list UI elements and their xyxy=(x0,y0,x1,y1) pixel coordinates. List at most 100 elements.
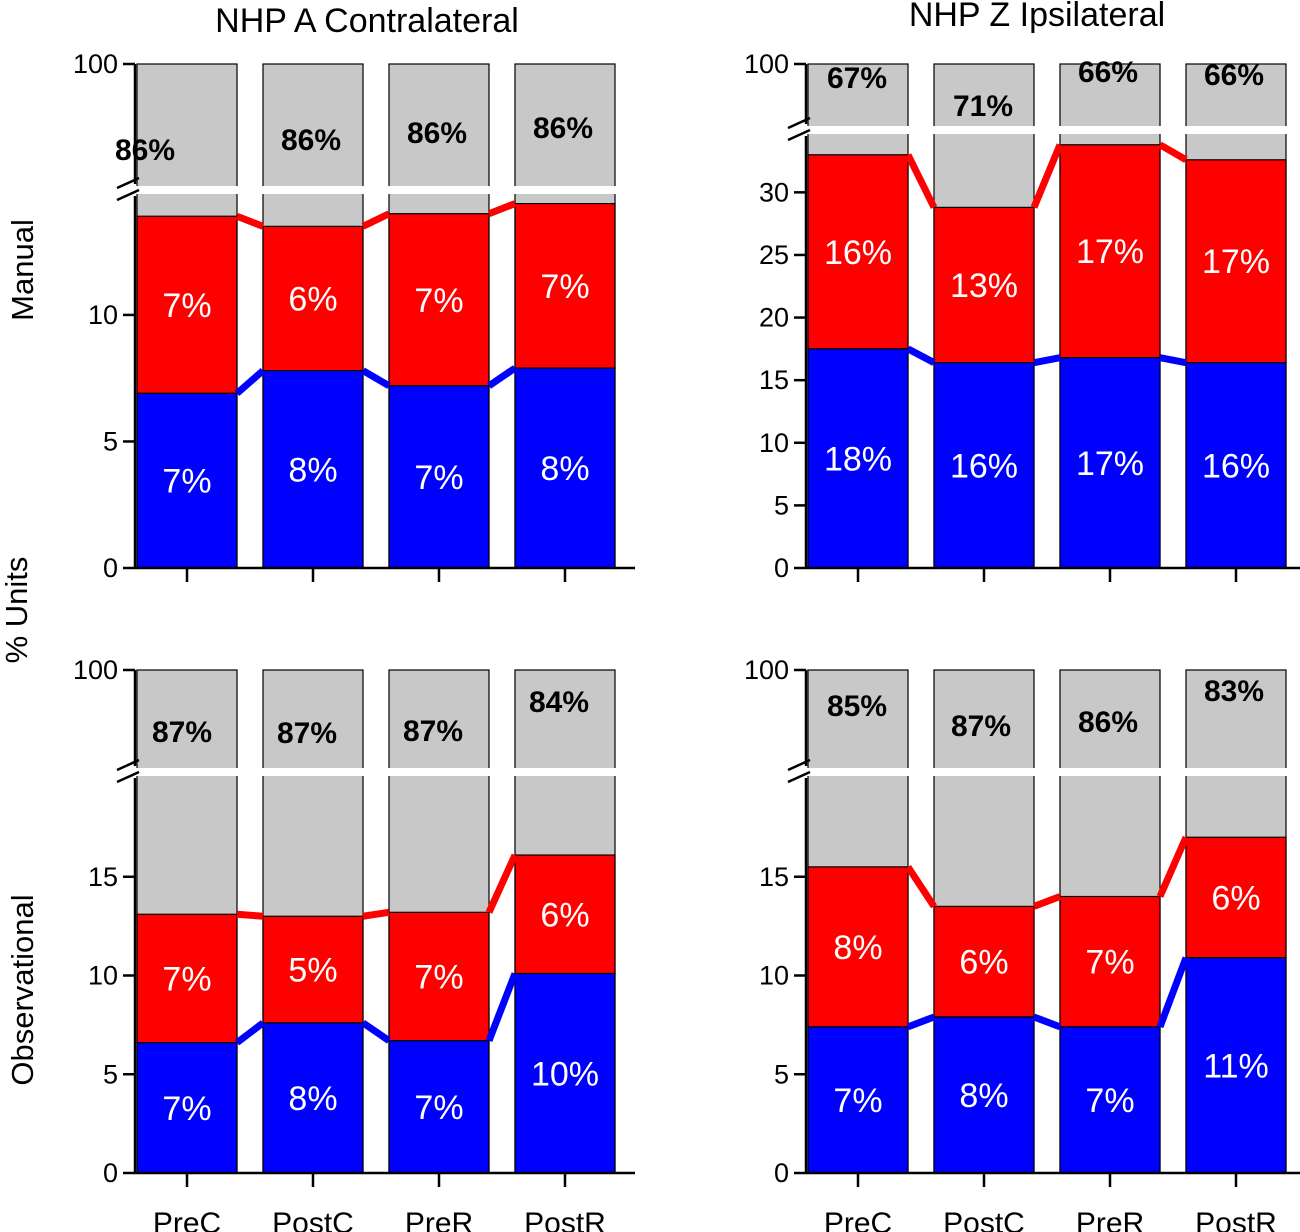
x-tick-label-PreC: PreC xyxy=(824,1207,892,1232)
y-tick-label-10: 10 xyxy=(759,428,789,458)
bar-blue-PreR xyxy=(1059,1026,1161,1174)
label-gray-PreC: 87% xyxy=(152,716,212,749)
x-tick-label-PostR: PostR xyxy=(524,1207,606,1232)
x-tick-label-PreR: PreR xyxy=(405,1207,473,1232)
label-red-PreR: 7% xyxy=(414,282,463,320)
bar-blue-PreC xyxy=(807,348,909,569)
x-tick-label-PostR: PostR xyxy=(1195,1207,1277,1232)
connector-blue-0 xyxy=(234,367,266,397)
connector-red-1 xyxy=(362,908,390,920)
y-tick-label-25: 25 xyxy=(759,240,789,270)
y-tick-label-30: 30 xyxy=(759,177,789,207)
label-blue-PostR: 8% xyxy=(540,450,589,488)
label-blue-PreC: 7% xyxy=(162,1090,211,1128)
panels: 05101007%7%86%8%6%86%7%7%86%8%7%86%05101… xyxy=(73,49,1300,1232)
connector-red-2 xyxy=(485,853,519,914)
shared-y-label: % Units xyxy=(0,557,34,664)
label-blue-PostR: 10% xyxy=(531,1055,599,1093)
label-red-PreR: 7% xyxy=(414,958,463,996)
label-gray-PostR: 83% xyxy=(1204,675,1264,708)
y-tick-label-0: 0 xyxy=(774,553,789,583)
label-gray-PostC: 87% xyxy=(277,717,337,750)
bar-blue-PostC xyxy=(933,362,1035,569)
bar-red-PostC xyxy=(933,905,1035,1018)
connector-blue-1 xyxy=(361,367,391,389)
bar-blue-PostR xyxy=(1185,957,1287,1174)
connector-blue-2 xyxy=(485,972,519,1042)
x-tick-label-PostC: PostC xyxy=(943,1207,1025,1232)
connector-blue-2 xyxy=(487,365,517,389)
label-red-PostR: 6% xyxy=(1211,879,1260,917)
break-mark-1 xyxy=(787,758,811,772)
bar-red-PreC xyxy=(136,913,238,1044)
break-mark-2 xyxy=(116,188,140,202)
y-tick-label-5: 5 xyxy=(103,1059,118,1089)
label-red-PreR: 7% xyxy=(1085,944,1134,982)
row-label-observational: Observational xyxy=(5,894,40,1085)
break-mark-2 xyxy=(787,770,811,784)
label-blue-PostC: 16% xyxy=(950,447,1018,485)
connector-blue-1 xyxy=(1032,1013,1062,1031)
label-gray-PostC: 71% xyxy=(953,90,1013,123)
bar-red-PreC xyxy=(807,154,909,350)
label-blue-PostC: 8% xyxy=(959,1077,1008,1115)
label-red-PostC: 6% xyxy=(959,944,1008,982)
col-title-a: NHP A Contralateral xyxy=(215,2,519,40)
label-blue-PostR: 11% xyxy=(1203,1047,1269,1085)
y-tick-label-5: 5 xyxy=(774,1059,789,1089)
bar-red-PostR xyxy=(514,202,616,369)
connector-blue-2 xyxy=(1159,354,1187,367)
bar-red-PostR xyxy=(514,854,616,975)
label-red-PostC: 5% xyxy=(288,952,337,990)
y-tick-label-20: 20 xyxy=(759,303,789,333)
bar-blue-PreC xyxy=(136,1042,238,1174)
label-red-PreC: 16% xyxy=(824,234,892,272)
panel-A-manual: 0 5 10 100 7% 7% 86% 8% 6% 86% 7% 7% 86% 8% 7% 86% xyxy=(73,49,643,583)
y-tick-label-0: 0 xyxy=(103,553,118,583)
bar-red-PostR xyxy=(1185,836,1287,959)
connector-blue-2 xyxy=(1156,956,1190,1029)
label-blue-PreR: 7% xyxy=(1085,1082,1134,1120)
label-blue-PostR: 16% xyxy=(1202,447,1270,485)
label-gray-PreC: 86% xyxy=(115,134,175,167)
bar-blue-PreR xyxy=(388,1040,490,1174)
y-tick-label-10: 10 xyxy=(759,961,789,991)
label-blue-PreR: 7% xyxy=(414,459,463,497)
label-blue-PostC: 8% xyxy=(288,451,337,489)
axis-break-gap xyxy=(133,768,643,776)
bar-blue-PreR xyxy=(1059,357,1161,569)
axis-break-gap xyxy=(804,126,1300,134)
y-tick-label-upper: 100 xyxy=(73,655,118,685)
bar-red-PostR xyxy=(1185,159,1287,364)
axis-break-gap xyxy=(804,768,1300,776)
y-tick-label-0: 0 xyxy=(774,1158,789,1188)
panel-Z-manual: 0 5 10 15 20 25 30 100 18% 16% 67% 16% 13% 71% 17% 17% 6… xyxy=(744,49,1300,583)
bar-red-PostC xyxy=(933,206,1035,364)
label-red-PreC: 8% xyxy=(833,929,882,967)
bar-red-PreR xyxy=(1059,895,1161,1028)
label-gray-PostR: 84% xyxy=(529,686,589,719)
bar-red-PreC xyxy=(807,866,909,1028)
label-blue-PreR: 17% xyxy=(1076,445,1144,483)
label-red-PreC: 7% xyxy=(162,960,211,998)
label-blue-PreC: 7% xyxy=(833,1082,882,1120)
connector-blue-1 xyxy=(1033,354,1061,367)
panel-Z-observational: PreC PostC PreR PostR 0 5 10 15 100 7% 8% 85% 8% 6% 87… xyxy=(744,655,1300,1232)
label-gray-PreR: 87% xyxy=(403,715,463,748)
x-tick-label-PreC: PreC xyxy=(153,1207,221,1232)
connector-red-0 xyxy=(235,212,265,230)
label-red-PostR: 17% xyxy=(1202,243,1270,281)
y-tick-label-upper: 100 xyxy=(744,49,789,79)
connector-blue-0 xyxy=(906,1013,936,1031)
bar-red-PostC xyxy=(262,915,364,1024)
bar-blue-PreR xyxy=(388,385,490,569)
x-tick-label-PostC: PostC xyxy=(272,1207,354,1232)
axis-break-gap xyxy=(133,186,643,194)
y-tick-label-15: 15 xyxy=(759,365,789,395)
bar-blue-PostC xyxy=(262,370,364,569)
y-tick-label-15: 15 xyxy=(88,862,118,892)
label-gray-PreR: 86% xyxy=(407,117,467,150)
y-tick-label-15: 15 xyxy=(759,862,789,892)
y-tick-label-5: 5 xyxy=(774,490,789,520)
